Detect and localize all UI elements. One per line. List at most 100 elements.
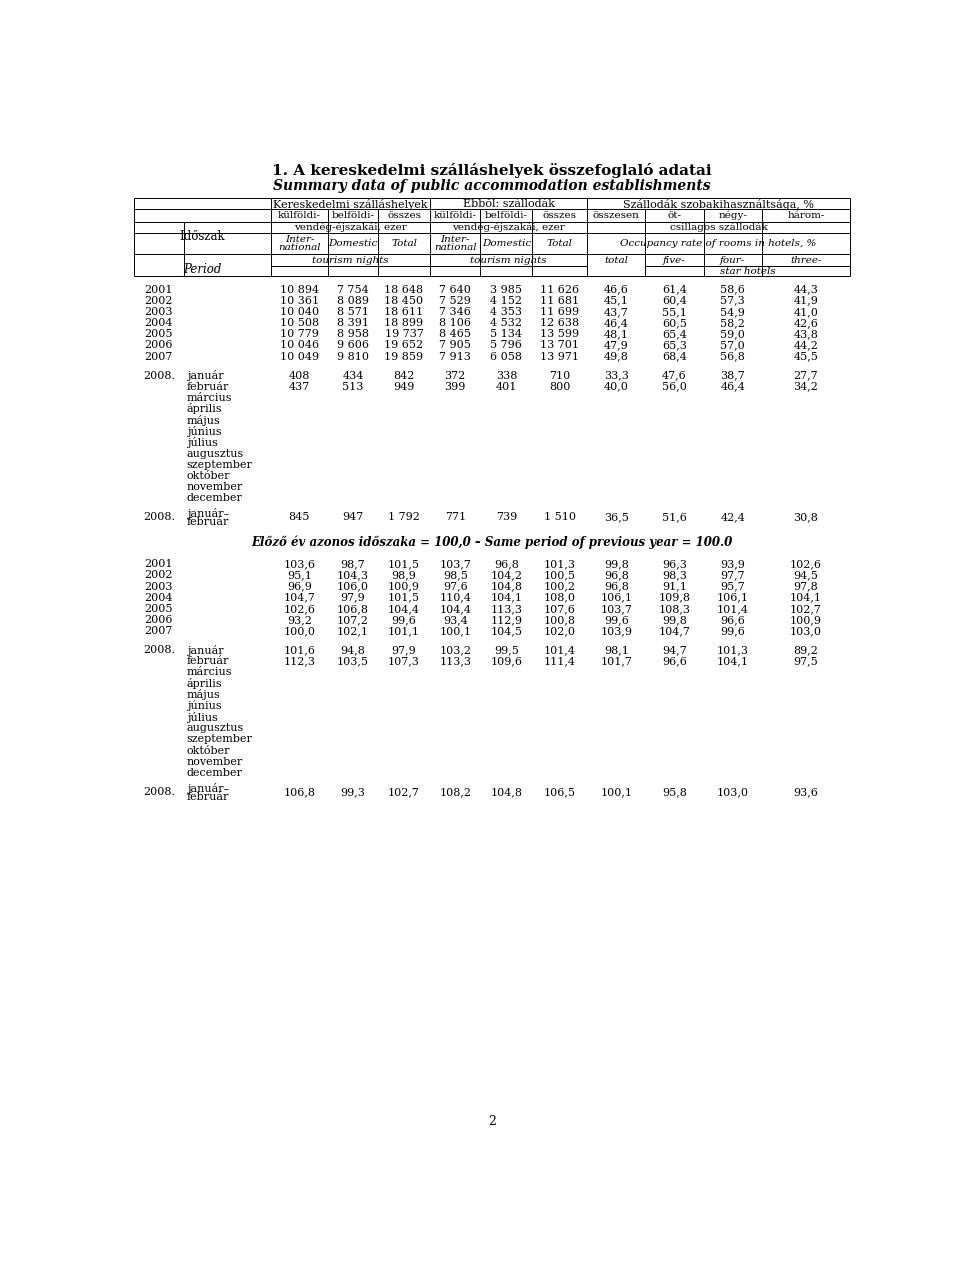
Text: 8 089: 8 089: [337, 296, 369, 305]
Text: Domestic: Domestic: [482, 239, 531, 248]
Text: 97,8: 97,8: [794, 581, 818, 591]
Text: 2006: 2006: [145, 616, 173, 624]
Text: 710: 710: [549, 370, 570, 381]
Text: 104,8: 104,8: [491, 581, 522, 591]
Text: 101,5: 101,5: [388, 593, 420, 603]
Text: belföldi-: belföldi-: [331, 211, 374, 220]
Text: 106,1: 106,1: [716, 593, 749, 603]
Text: 68,4: 68,4: [662, 351, 687, 361]
Text: 100,1: 100,1: [600, 787, 633, 797]
Text: 102,0: 102,0: [543, 626, 576, 636]
Text: 94,5: 94,5: [793, 571, 818, 580]
Text: 46,4: 46,4: [604, 318, 629, 328]
Text: 7 913: 7 913: [440, 351, 471, 361]
Text: 93,2: 93,2: [287, 616, 312, 624]
Text: 2007: 2007: [145, 351, 173, 361]
Text: 38,7: 38,7: [720, 370, 745, 381]
Text: 399: 399: [444, 382, 466, 392]
Text: 96,8: 96,8: [493, 559, 518, 570]
Text: 845: 845: [289, 512, 310, 522]
Text: 89,2: 89,2: [793, 645, 818, 655]
Text: 13 971: 13 971: [540, 351, 579, 361]
Text: 99,8: 99,8: [662, 616, 687, 624]
Text: 98,5: 98,5: [443, 571, 468, 580]
Text: 97,9: 97,9: [392, 645, 417, 655]
Text: 103,2: 103,2: [439, 645, 471, 655]
Text: január–: január–: [186, 508, 228, 518]
Text: 18 450: 18 450: [384, 296, 423, 305]
Text: 103,7: 103,7: [440, 559, 471, 570]
Text: 372: 372: [444, 370, 466, 381]
Text: 100,9: 100,9: [388, 581, 420, 591]
Text: 99,6: 99,6: [604, 616, 629, 624]
Text: 45,5: 45,5: [793, 351, 818, 361]
Text: 104,2: 104,2: [491, 571, 522, 580]
Text: január: január: [186, 645, 224, 655]
Text: 8 571: 8 571: [337, 306, 369, 317]
Text: 96,9: 96,9: [287, 581, 312, 591]
Text: 101,3: 101,3: [716, 645, 749, 655]
Text: 106,1: 106,1: [600, 593, 633, 603]
Text: 108,3: 108,3: [659, 604, 690, 614]
Text: június: június: [186, 701, 221, 711]
Text: 108,0: 108,0: [543, 593, 576, 603]
Text: március: március: [186, 668, 232, 678]
Text: 7 905: 7 905: [440, 341, 471, 350]
Text: 51,6: 51,6: [662, 512, 687, 522]
Text: 44,3: 44,3: [793, 285, 818, 295]
Text: 7 529: 7 529: [440, 296, 471, 305]
Text: belföldi-: belföldi-: [485, 211, 528, 220]
Text: február: február: [186, 792, 229, 802]
Text: 103,0: 103,0: [716, 787, 749, 797]
Text: three-: three-: [790, 255, 822, 264]
Text: 8 465: 8 465: [439, 329, 471, 340]
Text: 46,4: 46,4: [720, 382, 745, 392]
Text: január–: január–: [186, 783, 228, 793]
Text: 98,9: 98,9: [392, 571, 417, 580]
Text: 96,6: 96,6: [720, 616, 745, 624]
Text: 106,5: 106,5: [543, 787, 576, 797]
Text: 112,3: 112,3: [283, 656, 316, 667]
Text: három-: három-: [787, 211, 825, 220]
Text: 11 681: 11 681: [540, 296, 580, 305]
Text: 99,5: 99,5: [493, 645, 518, 655]
Text: 42,4: 42,4: [720, 512, 745, 522]
Text: 2008.: 2008.: [143, 787, 175, 797]
Text: április: április: [186, 678, 223, 690]
Text: április: április: [186, 404, 223, 415]
Text: 949: 949: [394, 382, 415, 392]
Text: 10 508: 10 508: [280, 318, 319, 328]
Text: összes: összes: [387, 211, 421, 220]
Text: 434: 434: [342, 370, 364, 381]
Text: 43,7: 43,7: [604, 306, 629, 317]
Text: 48,1: 48,1: [604, 329, 629, 340]
Text: 106,8: 106,8: [337, 604, 369, 614]
Text: augusztus: augusztus: [186, 723, 244, 733]
Text: 10 779: 10 779: [280, 329, 319, 340]
Text: 36,5: 36,5: [604, 512, 629, 522]
Text: 7 754: 7 754: [337, 285, 369, 295]
Text: 98,1: 98,1: [604, 645, 629, 655]
Text: 101,6: 101,6: [283, 645, 316, 655]
Text: 11 626: 11 626: [540, 285, 580, 295]
Text: 101,3: 101,3: [543, 559, 576, 570]
Text: 109,8: 109,8: [659, 593, 690, 603]
Text: 7 640: 7 640: [440, 285, 471, 295]
Text: Domestic: Domestic: [328, 239, 377, 248]
Text: 5 134: 5 134: [491, 329, 522, 340]
Text: november: november: [186, 483, 243, 492]
Text: 10 049: 10 049: [280, 351, 319, 361]
Text: 104,4: 104,4: [439, 604, 471, 614]
Text: 101,7: 101,7: [600, 656, 633, 667]
Text: 106,0: 106,0: [337, 581, 369, 591]
Text: 107,2: 107,2: [337, 616, 369, 624]
Text: május: május: [186, 690, 221, 700]
Text: február: február: [186, 382, 229, 392]
Text: 108,2: 108,2: [439, 787, 471, 797]
Text: 109,6: 109,6: [491, 656, 522, 667]
Text: Summary data of public accommodation establishments: Summary data of public accommodation est…: [274, 179, 710, 193]
Text: Szállodák szobakihasználtsága, %: Szállodák szobakihasználtsága, %: [623, 198, 814, 209]
Text: 100,5: 100,5: [543, 571, 576, 580]
Text: Időszak: Időszak: [180, 230, 226, 243]
Text: 100,9: 100,9: [790, 616, 822, 624]
